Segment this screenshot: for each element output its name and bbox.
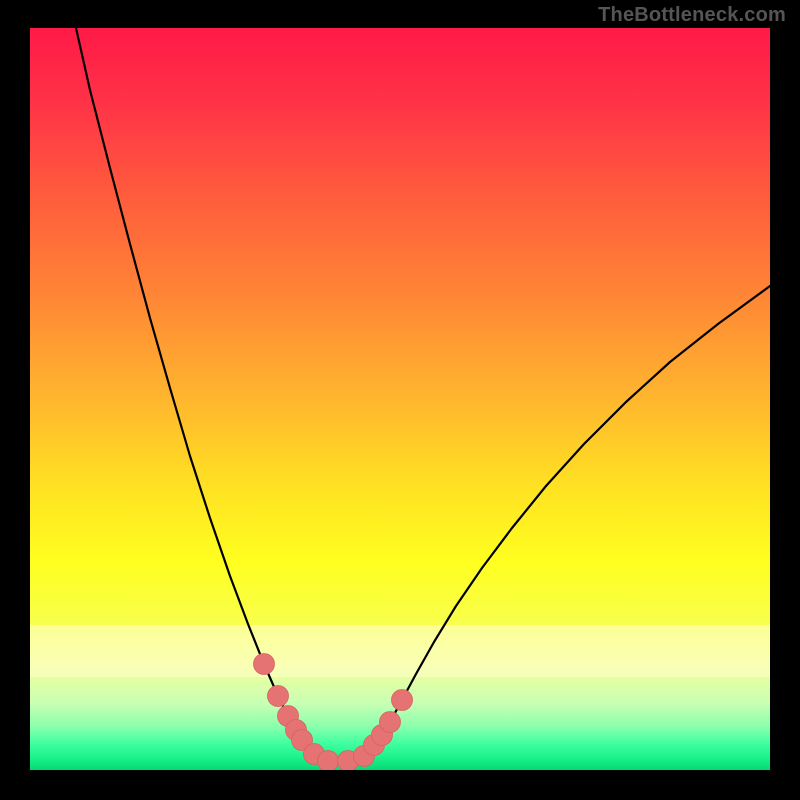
bottleneck-curve bbox=[76, 28, 770, 763]
curve-marker bbox=[254, 654, 275, 675]
chart-svg-layer bbox=[30, 28, 770, 770]
attribution-text: TheBottleneck.com bbox=[598, 4, 786, 27]
curve-marker bbox=[318, 751, 339, 771]
curve-marker bbox=[380, 712, 401, 733]
curve-marker bbox=[392, 690, 413, 711]
chart-plot-area bbox=[30, 28, 770, 770]
curve-marker bbox=[268, 686, 289, 707]
